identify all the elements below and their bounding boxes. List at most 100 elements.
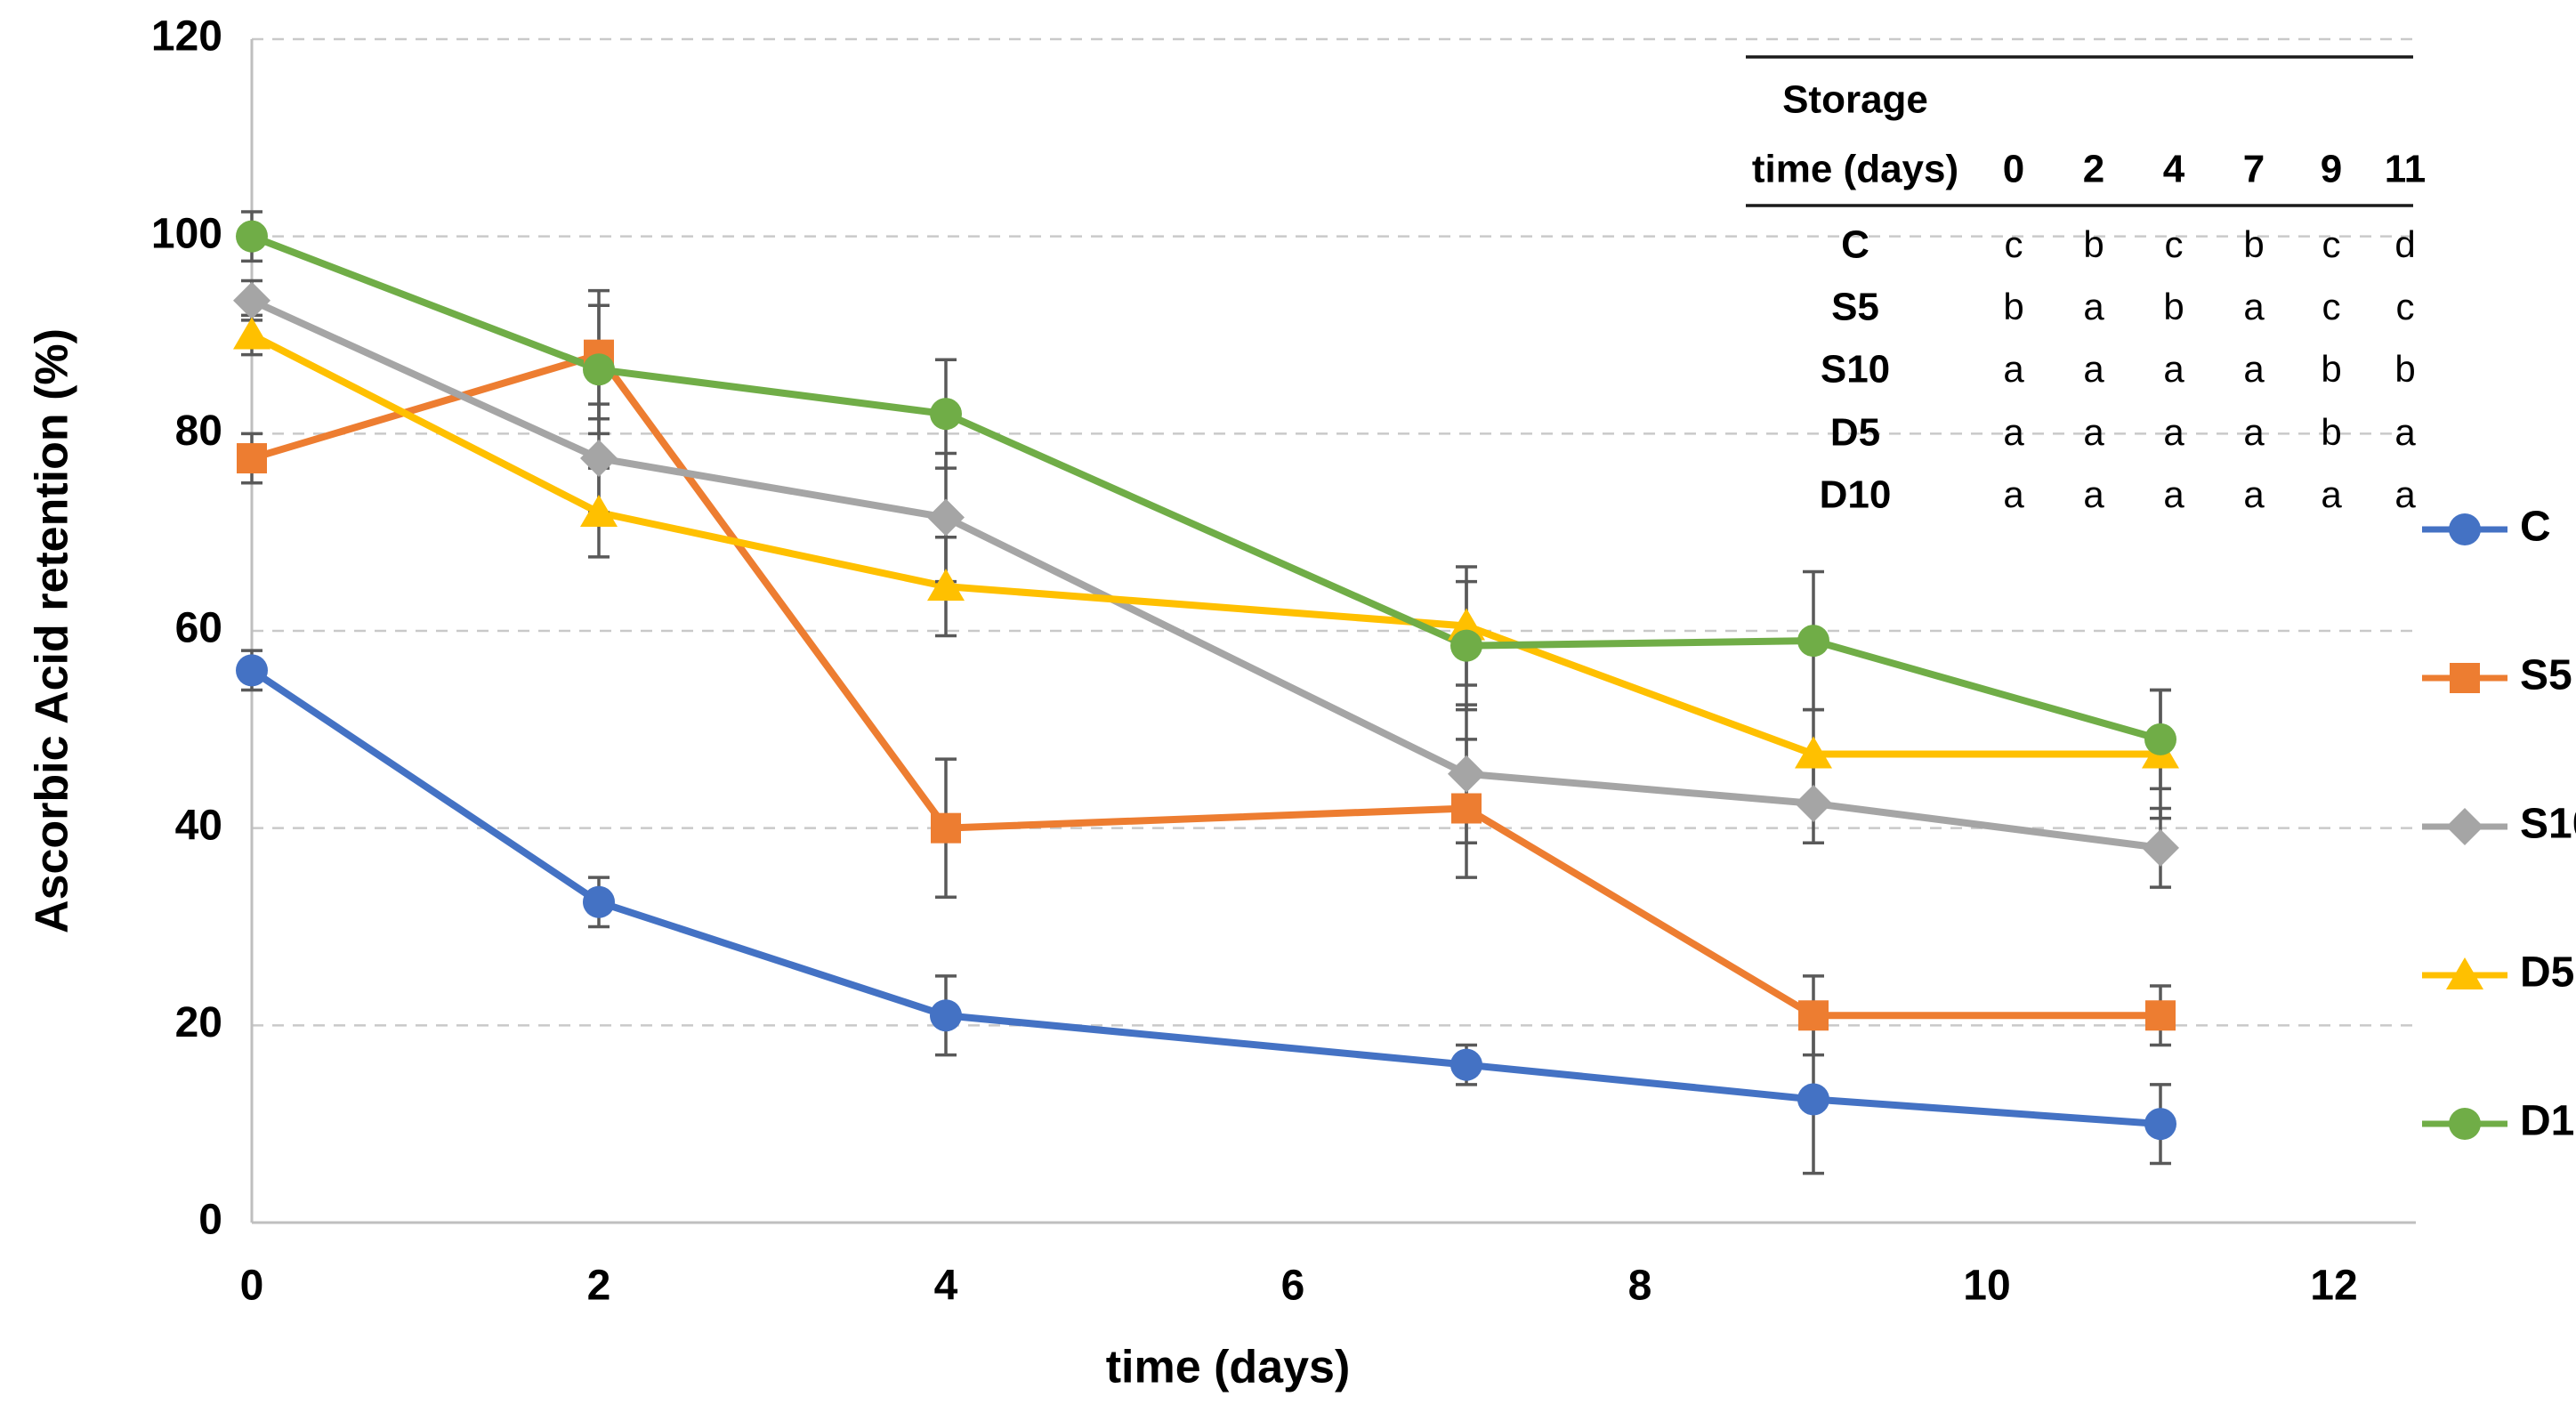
x-axis-title: time (days) bbox=[1106, 1342, 1351, 1393]
table-cell-S5-2: a bbox=[2083, 286, 2104, 327]
series-lines-layer bbox=[248, 232, 2164, 1128]
table-cell-D5-7: a bbox=[2243, 411, 2265, 453]
legend: C S5 S10 D5 D10 bbox=[2422, 504, 2576, 1145]
table-cell-D10-7: a bbox=[2243, 473, 2265, 515]
table-row-label-S10: S10 bbox=[1821, 348, 1890, 392]
table-col-header-11: 11 bbox=[2385, 148, 2427, 191]
x-tick-label-12: 12 bbox=[2310, 1263, 2357, 1310]
table-cell-D10-4: a bbox=[2163, 473, 2184, 515]
axes-layer bbox=[250, 39, 2416, 1224]
table-row-label-S5: S5 bbox=[1831, 286, 1879, 329]
x-tick-label-6: 6 bbox=[1281, 1263, 1305, 1310]
marker-D5-day9 bbox=[1795, 736, 1832, 769]
marker-D10-day11 bbox=[2144, 723, 2176, 755]
marker-S10-day2 bbox=[580, 440, 618, 478]
marker-S5-day0 bbox=[237, 443, 267, 474]
y-tick-label-20: 20 bbox=[175, 999, 222, 1046]
legend-label-D10: D10 bbox=[2520, 1098, 2576, 1145]
legend-label-S10: S10 bbox=[2520, 801, 2576, 848]
legend-item-S5: S5 bbox=[2422, 652, 2572, 699]
legend-label-C: C bbox=[2520, 504, 2551, 551]
table-header-time-days: time (days) bbox=[1752, 148, 1958, 191]
marker-D5-day7 bbox=[1448, 608, 1485, 641]
legend-item-D5: D5 bbox=[2422, 949, 2574, 997]
legend-marker-D10 bbox=[2449, 1108, 2481, 1140]
y-tick-label-80: 80 bbox=[175, 408, 222, 455]
table-cell-C-2: b bbox=[2083, 223, 2104, 265]
table-cell-D5-9: b bbox=[2321, 411, 2341, 453]
table-cell-S5-4: b bbox=[2163, 286, 2184, 327]
legend-label-D5: D5 bbox=[2520, 949, 2574, 997]
x-tick-label-0: 0 bbox=[240, 1263, 264, 1310]
table-col-header-2: 2 bbox=[2083, 148, 2104, 191]
marker-S5-day9 bbox=[1798, 1000, 1829, 1031]
y-tick-label-60: 60 bbox=[175, 605, 222, 652]
marker-D10-day4 bbox=[930, 398, 962, 431]
table-cell-D5-0: a bbox=[2003, 411, 2024, 453]
legend-marker-C bbox=[2449, 513, 2481, 545]
marker-C-day0 bbox=[236, 654, 268, 687]
legend-marker-S10 bbox=[2446, 808, 2483, 845]
table-cell-C-4: c bbox=[2165, 223, 2184, 265]
series-line-D5 bbox=[248, 331, 2164, 758]
y-tick-label-100: 100 bbox=[151, 210, 222, 257]
series-line-D10 bbox=[248, 232, 2164, 743]
marker-D10-day7 bbox=[1450, 629, 1482, 662]
legend-marker-S5 bbox=[2450, 663, 2480, 693]
x-tick-label-2: 2 bbox=[587, 1263, 611, 1310]
y-tick-label-0: 0 bbox=[198, 1197, 222, 1244]
marker-D10-day0 bbox=[236, 220, 268, 253]
table-row-label-D10: D10 bbox=[1820, 473, 1892, 517]
table-cell-D5-11: a bbox=[2394, 411, 2416, 453]
table-cell-S10-11: b bbox=[2394, 348, 2415, 390]
marker-S5-day11 bbox=[2145, 1000, 2176, 1031]
y-tick-label-120: 120 bbox=[151, 13, 222, 61]
table-cell-S10-2: a bbox=[2083, 348, 2104, 390]
table-cell-D5-2: a bbox=[2083, 411, 2104, 453]
marker-S5-day7 bbox=[1451, 793, 1482, 824]
table-cell-S10-9: b bbox=[2321, 348, 2341, 390]
legend-item-S10: S10 bbox=[2422, 801, 2576, 848]
table-col-header-7: 7 bbox=[2243, 148, 2265, 191]
marker-C-day9 bbox=[1797, 1083, 1829, 1116]
table-row-label-D5: D5 bbox=[1830, 411, 1880, 455]
table-cell-S10-7: a bbox=[2243, 348, 2265, 390]
legend-label-S5: S5 bbox=[2520, 652, 2572, 699]
table-row-label-C: C bbox=[1841, 223, 1869, 267]
marker-D10-day9 bbox=[1797, 625, 1829, 658]
x-tick-label-4: 4 bbox=[934, 1263, 958, 1310]
table-cell-D10-2: a bbox=[2083, 473, 2104, 515]
table-cell-S5-11: c bbox=[2396, 286, 2415, 327]
table-cell-S5-0: b bbox=[2003, 286, 2023, 327]
table-col-header-0: 0 bbox=[2003, 148, 2024, 191]
marker-C-day7 bbox=[1450, 1048, 1482, 1081]
markers-layer bbox=[233, 220, 2179, 1141]
marker-C-day2 bbox=[583, 885, 615, 918]
table-cell-S5-9: c bbox=[2322, 286, 2341, 327]
legend-marker-D5 bbox=[2446, 957, 2483, 989]
series-line-C bbox=[248, 666, 2164, 1128]
table-cell-D10-9: a bbox=[2321, 473, 2342, 515]
series-line-S5 bbox=[248, 351, 2164, 1020]
marker-S5-day4 bbox=[931, 812, 961, 844]
y-tick-label-40: 40 bbox=[175, 802, 222, 849]
table-cell-D10-0: a bbox=[2003, 473, 2024, 515]
marker-S10-day9 bbox=[1795, 784, 1832, 822]
marker-C-day11 bbox=[2144, 1108, 2176, 1141]
table-cell-C-9: c bbox=[2322, 223, 2341, 265]
y-axis-title: Ascorbic Acid retention (%) bbox=[27, 328, 78, 933]
table-cell-C-11: d bbox=[2394, 223, 2415, 265]
marker-D5-day4 bbox=[927, 569, 965, 602]
marker-D5-day2 bbox=[580, 495, 618, 528]
table-col-header-9: 9 bbox=[2321, 148, 2342, 191]
table-cell-S10-0: a bbox=[2003, 348, 2024, 390]
table-header-storage: Storage bbox=[1782, 78, 1928, 122]
table-cell-S5-7: a bbox=[2243, 286, 2265, 327]
gridlines-layer bbox=[252, 37, 2416, 1027]
legend-item-D10: D10 bbox=[2422, 1098, 2576, 1145]
marker-S10-day7 bbox=[1448, 755, 1485, 793]
